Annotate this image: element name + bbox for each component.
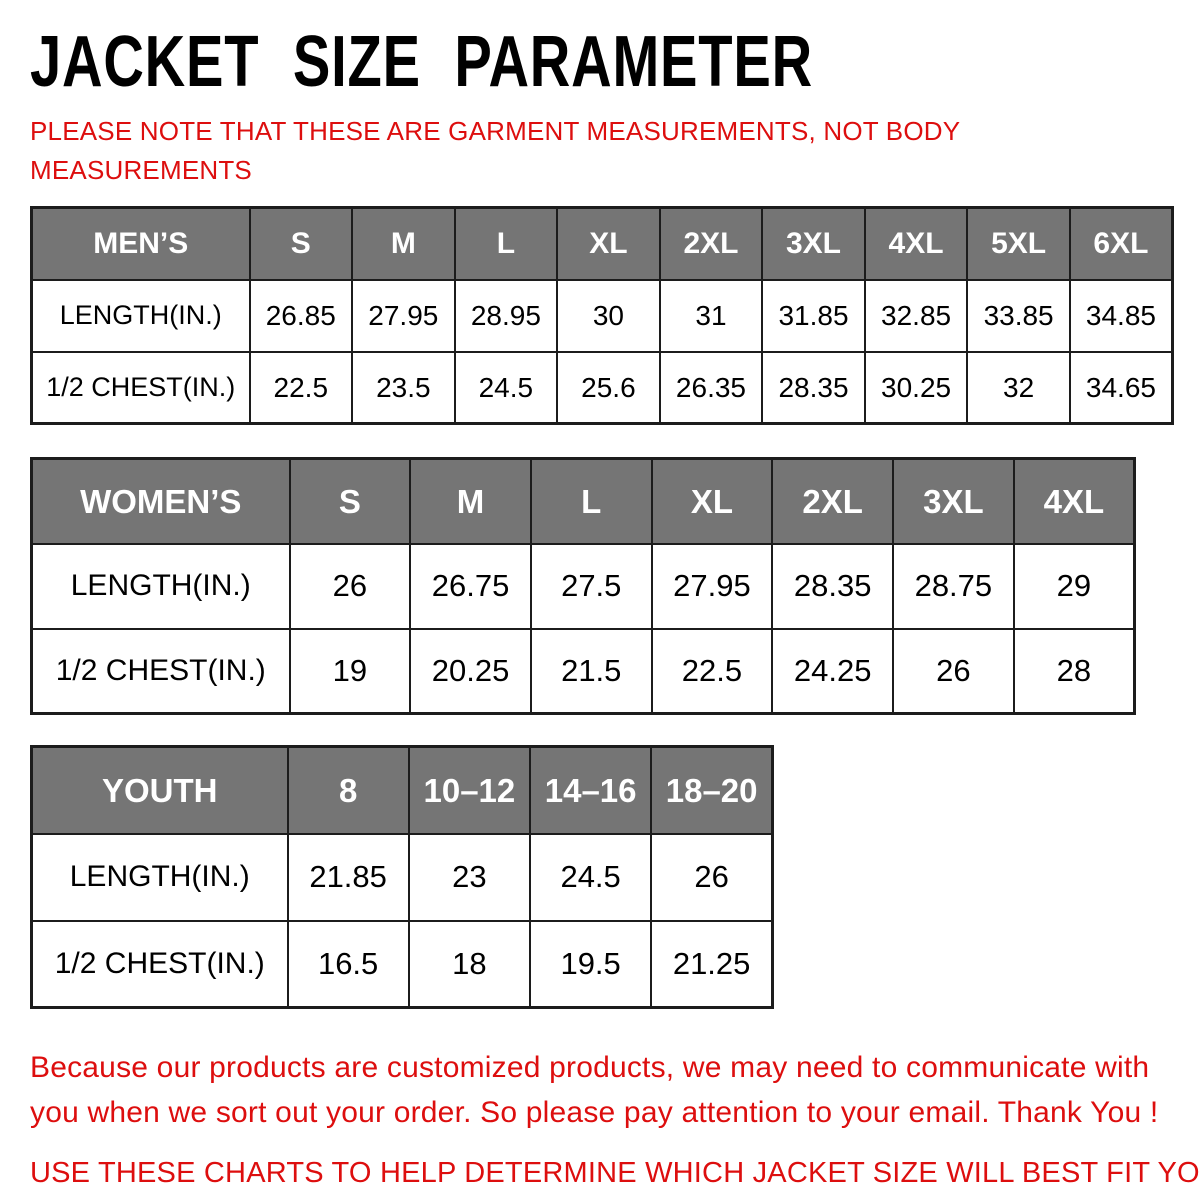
womens-header-row: WOMEN’S S M L XL 2XL 3XL 4XL — [30, 457, 1136, 545]
womens-chest-value: 28 — [1012, 627, 1136, 715]
mens-header-row: MEN’S S M L XL 2XL 3XL 4XL 5XL 6XL — [30, 206, 1174, 281]
mens-chest-value: 22.5 — [248, 350, 354, 425]
garment-measurement-note: PLEASE NOTE THAT THESE ARE GARMENT MEASU… — [30, 116, 960, 186]
youth-length-label: LENGTH(IN.) — [30, 832, 289, 922]
mens-size-m: M — [351, 206, 456, 281]
youth-chest-value: 19.5 — [528, 919, 653, 1009]
mens-size-l: L — [453, 206, 559, 281]
youth-length-value: 23 — [407, 832, 532, 922]
mens-chest-value: 30.25 — [863, 350, 969, 425]
page-title: JACKET SIZE PARAMETER — [30, 22, 813, 102]
womens-length-value: 28.75 — [892, 542, 1015, 630]
mens-size-xl: XL — [556, 206, 661, 281]
womens-length-value: 26 — [288, 542, 412, 630]
womens-length-value: 26.75 — [409, 542, 532, 630]
womens-size-table: WOMEN’S S M L XL 2XL 3XL 4XL LENGTH(IN.)… — [30, 457, 1136, 716]
womens-chest-label: 1/2 CHEST(IN.) — [30, 627, 291, 715]
womens-length-row: LENGTH(IN.) 26 26.75 27.5 27.95 28.35 28… — [30, 542, 1136, 630]
youth-chest-row: 1/2 CHEST(IN.) 16.5 18 19.5 21.25 — [30, 919, 774, 1009]
mens-size-2xl: 2XL — [658, 206, 764, 281]
mens-length-value: 31 — [658, 278, 764, 353]
youth-table-label: YOUTH — [30, 745, 289, 835]
youth-chest-value: 18 — [407, 919, 532, 1009]
youth-length-value: 24.5 — [528, 832, 653, 922]
mens-length-row: LENGTH(IN.) 26.85 27.95 28.95 30 31 31.8… — [30, 278, 1174, 353]
youth-size-10-12: 10–12 — [407, 745, 532, 835]
mens-length-value: 27.95 — [351, 278, 456, 353]
mens-length-value: 34.85 — [1068, 278, 1174, 353]
mens-chest-label: 1/2 CHEST(IN.) — [30, 350, 251, 425]
youth-size-18-20: 18–20 — [650, 745, 774, 835]
mens-chest-value: 32 — [966, 350, 1071, 425]
womens-chest-value: 19 — [288, 627, 412, 715]
womens-size-l: L — [529, 457, 653, 545]
youth-chest-value: 21.25 — [650, 919, 774, 1009]
mens-size-s: S — [248, 206, 354, 281]
womens-length-value: 27.95 — [650, 542, 774, 630]
mens-length-value: 33.85 — [966, 278, 1071, 353]
mens-table-label: MEN’S — [30, 206, 251, 281]
mens-chest-value: 26.35 — [658, 350, 764, 425]
mens-chest-value: 28.35 — [761, 350, 866, 425]
chart-usage-instruction: USE THESE CHARTS TO HELP DETERMINE WHICH… — [30, 1157, 1200, 1190]
youth-size-8: 8 — [286, 745, 410, 835]
womens-table-label: WOMEN’S — [30, 457, 291, 545]
womens-size-3xl: 3XL — [892, 457, 1015, 545]
customization-notice: Because our products are customized prod… — [30, 1051, 1159, 1130]
womens-chest-value: 21.5 — [529, 627, 653, 715]
mens-size-table: MEN’S S M L XL 2XL 3XL 4XL 5XL 6XL LENGT… — [30, 206, 1174, 426]
mens-chest-row: 1/2 CHEST(IN.) 22.5 23.5 24.5 25.6 26.35… — [30, 350, 1174, 425]
womens-size-m: M — [409, 457, 532, 545]
womens-size-2xl: 2XL — [771, 457, 895, 545]
mens-chest-value: 34.65 — [1068, 350, 1174, 425]
womens-size-s: S — [288, 457, 412, 545]
mens-chest-value: 24.5 — [453, 350, 559, 425]
mens-length-label: LENGTH(IN.) — [30, 278, 251, 353]
womens-size-xl: XL — [650, 457, 774, 545]
mens-length-value: 32.85 — [863, 278, 969, 353]
womens-length-value: 29 — [1012, 542, 1136, 630]
youth-length-value: 26 — [650, 832, 774, 922]
youth-size-14-16: 14–16 — [528, 745, 653, 835]
youth-length-value: 21.85 — [286, 832, 410, 922]
youth-chest-label: 1/2 CHEST(IN.) — [30, 919, 289, 1009]
womens-chest-value: 22.5 — [650, 627, 774, 715]
mens-length-value: 26.85 — [248, 278, 354, 353]
mens-length-value: 31.85 — [761, 278, 866, 353]
mens-chest-value: 25.6 — [556, 350, 661, 425]
youth-size-table: YOUTH 8 10–12 14–16 18–20 LENGTH(IN.) 21… — [30, 745, 774, 1010]
womens-chest-value: 24.25 — [771, 627, 895, 715]
womens-chest-row: 1/2 CHEST(IN.) 19 20.25 21.5 22.5 24.25 … — [30, 627, 1136, 715]
mens-length-value: 30 — [556, 278, 661, 353]
youth-length-row: LENGTH(IN.) 21.85 23 24.5 26 — [30, 832, 774, 922]
mens-size-6xl: 6XL — [1068, 206, 1174, 281]
womens-chest-value: 20.25 — [409, 627, 532, 715]
mens-length-value: 28.95 — [453, 278, 559, 353]
womens-length-value: 28.35 — [771, 542, 895, 630]
mens-size-5xl: 5XL — [966, 206, 1071, 281]
womens-chest-value: 26 — [892, 627, 1015, 715]
youth-chest-value: 16.5 — [286, 919, 410, 1009]
womens-length-value: 27.5 — [529, 542, 653, 630]
mens-chest-value: 23.5 — [351, 350, 456, 425]
womens-length-label: LENGTH(IN.) — [30, 542, 291, 630]
mens-size-3xl: 3XL — [761, 206, 866, 281]
womens-size-4xl: 4XL — [1012, 457, 1136, 545]
youth-header-row: YOUTH 8 10–12 14–16 18–20 — [30, 745, 774, 835]
mens-size-4xl: 4XL — [863, 206, 969, 281]
